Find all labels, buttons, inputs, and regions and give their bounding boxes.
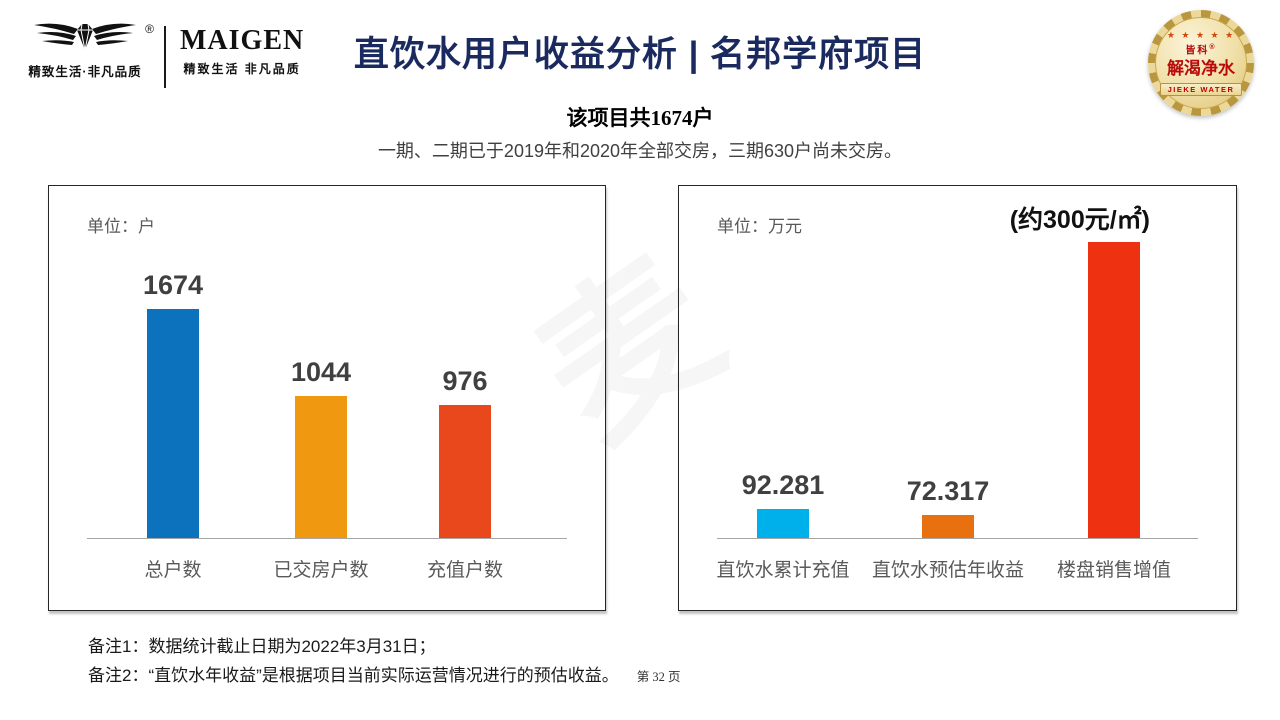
households-chart-panel: 单位：户 1674 1044 976 总户数 已交房户数 充值户数 (48, 185, 606, 611)
maigen-diamond-block: ® 精致生活·非凡品质 (24, 20, 154, 80)
subtitle-total-households: 该项目共1674户 (566, 106, 714, 130)
left-axis-line (87, 538, 567, 539)
maigen-logo: ® 精致生活·非凡品质 MAIGEN 精致生活 非凡品质 (24, 20, 304, 88)
badge-band-text: JIEKE WATER (1159, 82, 1243, 96)
bar-楼盘销售增值 (1088, 242, 1140, 539)
revenue-chart-panel: 单位：万元 (约300元/㎡) 92.281 72.317 直饮水累计充值 直饮水预… (678, 185, 1237, 611)
right-chart-plot: 92.281 72.317 (679, 186, 1236, 539)
winged-diamond-icon (34, 23, 136, 51)
axis-label-已交房户数: 已交房户数 (273, 560, 369, 581)
bar-value-总户数: 1674 (142, 270, 204, 300)
note-1: 备注1：数据统计截止日期为2022年3月31日； (88, 637, 436, 656)
maigen-wordmark-block: MAIGEN 精致生活 非凡品质 (180, 20, 304, 77)
bottle-cap-face: ★ ★ ★ ★ ★ 皆科® 解渴净水 JIEKE WATER (1155, 17, 1247, 109)
bar-value-直饮水累计充值: 92.281 (741, 470, 825, 500)
bar-value-充值户数: 976 (442, 366, 488, 396)
price-per-sqm-annotation: (约300元/㎡) (1009, 206, 1150, 234)
axis-label-直饮水预估年收益: 直饮水预估年收益 (871, 560, 1025, 581)
axis-label-直饮水累计充值: 直饮水累计充值 (716, 560, 850, 581)
bar-总户数 (147, 309, 199, 539)
registered-mark: ® (145, 22, 154, 36)
left-axis-labels: 总户数 已交房户数 充值户数 (49, 555, 605, 585)
right-axis-labels: 直饮水累计充值 直饮水预估年收益 楼盘销售增值 (679, 555, 1236, 585)
page-number: 第 32 页 (636, 670, 681, 684)
badge-script-text: 解渴净水 (1167, 58, 1235, 79)
badge-registered-mark: ® (1209, 44, 1217, 52)
left-unit-label: 单位：户 (87, 217, 155, 236)
axis-label-楼盘销售增值: 楼盘销售增值 (1056, 560, 1172, 581)
axis-label-总户数: 总户数 (144, 560, 202, 581)
note-2: 备注2：“直饮水年收益”是根据项目当前实际运营情况进行的预估收益。 (88, 666, 619, 685)
bar-value-已交房户数: 1044 (290, 357, 352, 387)
right-axis-line (717, 538, 1198, 539)
maigen-wordmark: MAIGEN (180, 25, 305, 56)
bar-直饮水预估年收益 (922, 515, 974, 539)
bar-直饮水累计充值 (757, 509, 809, 539)
maigen-tagline-left: 精致生活·非凡品质 (28, 65, 142, 79)
left-chart-plot: 1674 1044 976 (49, 186, 605, 539)
footer-notes: 备注1：数据统计截止日期为2022年3月31日； 备注2：“直饮水年收益”是根据… (88, 632, 681, 692)
page-title: 直饮水用户收益分析 | 名邦学府项目 (353, 35, 927, 74)
badge-brand: 皆科® (1185, 44, 1217, 57)
bar-已交房户数 (295, 396, 347, 539)
logo-divider (164, 26, 166, 88)
note-2-line: 备注2：“直饮水年收益”是根据项目当前实际运营情况进行的预估收益。 第 32 页 (88, 661, 681, 692)
bar-value-直饮水预估年收益: 72.317 (906, 476, 990, 506)
right-unit-label: 单位：万元 (717, 217, 802, 236)
subtitle-delivery-status: 一期、二期已于2019年和2020年全部交房，三期630户尚未交房。 (377, 141, 903, 161)
maigen-tagline-right: 精致生活 非凡品质 (183, 62, 301, 76)
bar-充值户数 (439, 405, 491, 539)
jieke-water-badge: ★ ★ ★ ★ ★ 皆科® 解渴净水 JIEKE WATER (1148, 10, 1254, 116)
axis-label-充值户数: 充值户数 (426, 560, 504, 581)
badge-stars: ★ ★ ★ ★ ★ (1166, 30, 1236, 41)
